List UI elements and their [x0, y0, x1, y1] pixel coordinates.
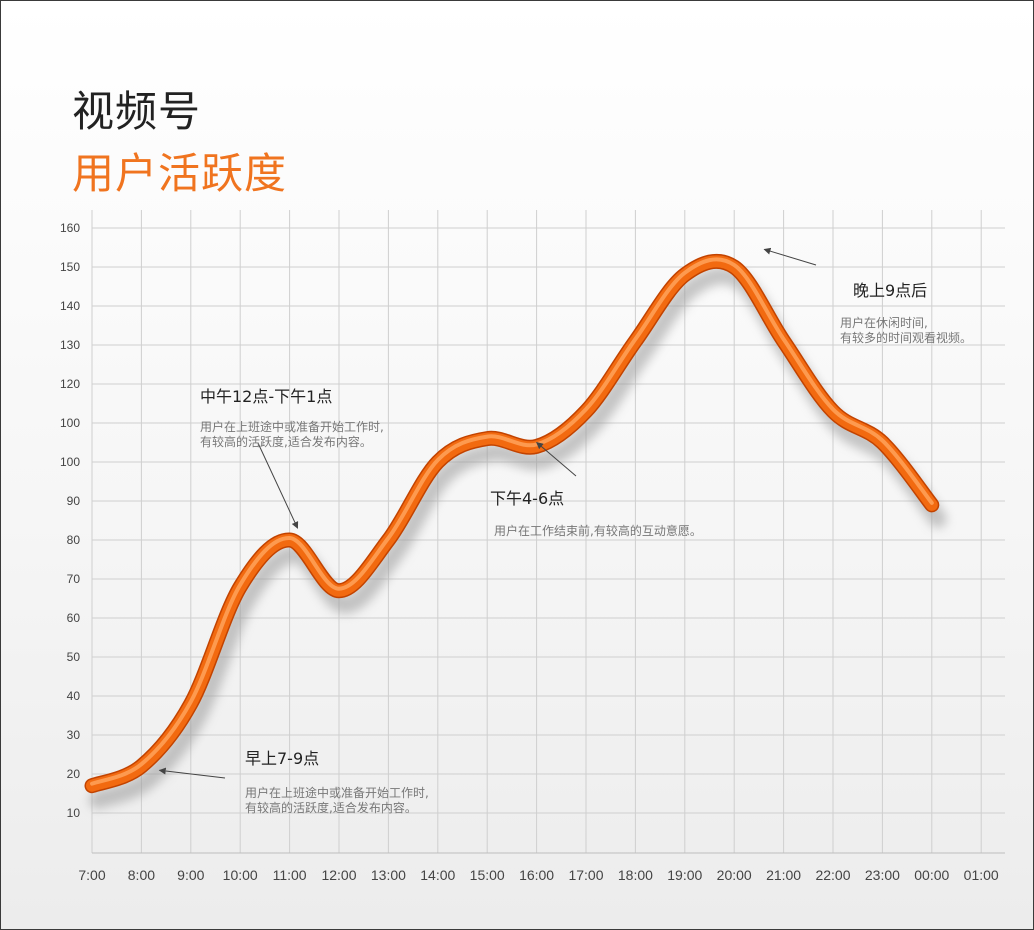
y-tick-label: 20: [67, 767, 81, 781]
annotation-title: 下午4-6点: [490, 489, 564, 508]
y-tick-label: 70: [67, 572, 81, 586]
x-tick-label: 18:00: [618, 867, 653, 883]
x-tick-label: 7:00: [78, 867, 105, 883]
y-tick-label: 160: [60, 221, 80, 235]
y-tick-label: 130: [60, 338, 80, 352]
x-tick-label: 10:00: [223, 867, 258, 883]
y-tick-label: 60: [67, 611, 81, 625]
annotation-title: 早上7-9点: [245, 749, 319, 768]
x-axis: 7:00 8:00 9:00 10:00 11:00 12:00 13:00 14:00 15:…: [78, 867, 999, 883]
annotation-description: 用户在休闲时间,: [840, 315, 928, 330]
series-line-highlight: [90, 257, 934, 786]
x-tick-label: 12:00: [321, 867, 356, 883]
x-tick-label: 23:00: [865, 867, 900, 883]
annotation-description: 用户在上班途中或准备开始工作时,: [200, 419, 384, 434]
annotation-arrow: [158, 767, 226, 779]
y-tick-label: 100: [60, 455, 80, 469]
y-axis: 160 150 140 130 120 100 100 90 80 70 60 50 40 30 20 10: [60, 221, 80, 820]
annotation-description: 有较多的时间观看视频。: [840, 330, 972, 345]
y-tick-label: 90: [67, 494, 81, 508]
annotation-arrow: [536, 441, 577, 477]
y-tick-label: 10: [67, 806, 81, 820]
x-tick-label: 9:00: [177, 867, 204, 883]
y-tick-label: 150: [60, 260, 80, 274]
annotation-title: 中午12点-下午1点: [200, 387, 332, 406]
annotation-arrow: [763, 247, 817, 266]
annotation-title: 晚上9点后: [853, 281, 927, 300]
x-tick-label: 20:00: [717, 867, 752, 883]
x-tick-label: 13:00: [371, 867, 406, 883]
y-tick-label: 30: [67, 728, 81, 742]
annotations: 早上7-9点用户在上班途中或准备开始工作时,有较高的活跃度,适合发布内容。中午1…: [158, 247, 972, 815]
x-tick-label: 8:00: [128, 867, 155, 883]
y-tick-label: 140: [60, 299, 80, 313]
chart-subtitle: 用户活跃度: [72, 149, 288, 198]
x-tick-label: 22:00: [815, 867, 850, 883]
data-series: [84, 253, 947, 809]
x-tick-label: 15:00: [470, 867, 505, 883]
x-tick-label: 14:00: [420, 867, 455, 883]
annotation-description: 有较高的活跃度,适合发布内容。: [200, 434, 372, 449]
x-tick-label: 19:00: [667, 867, 702, 883]
annotation-description: 用户在上班途中或准备开始工作时,: [245, 785, 429, 800]
y-tick-label: 120: [60, 377, 80, 391]
annotation-description: 有较高的活跃度,适合发布内容。: [245, 800, 417, 815]
x-tick-label: 01:00: [964, 867, 999, 883]
y-tick-label: 100: [60, 416, 80, 430]
x-tick-label: 11:00: [273, 867, 307, 883]
x-tick-label: 00:00: [914, 867, 949, 883]
y-tick-label: 50: [67, 650, 81, 664]
x-tick-label: 16:00: [519, 867, 554, 883]
x-tick-label: 17:00: [568, 867, 603, 883]
y-tick-label: 40: [67, 689, 81, 703]
x-tick-label: 21:00: [766, 867, 801, 883]
chart-title: 视频号: [72, 87, 202, 136]
annotation-arrow: [257, 442, 299, 529]
annotation-description: 用户在工作结束前,有较高的互动意愿。: [494, 523, 702, 538]
y-tick-label: 80: [67, 533, 81, 547]
